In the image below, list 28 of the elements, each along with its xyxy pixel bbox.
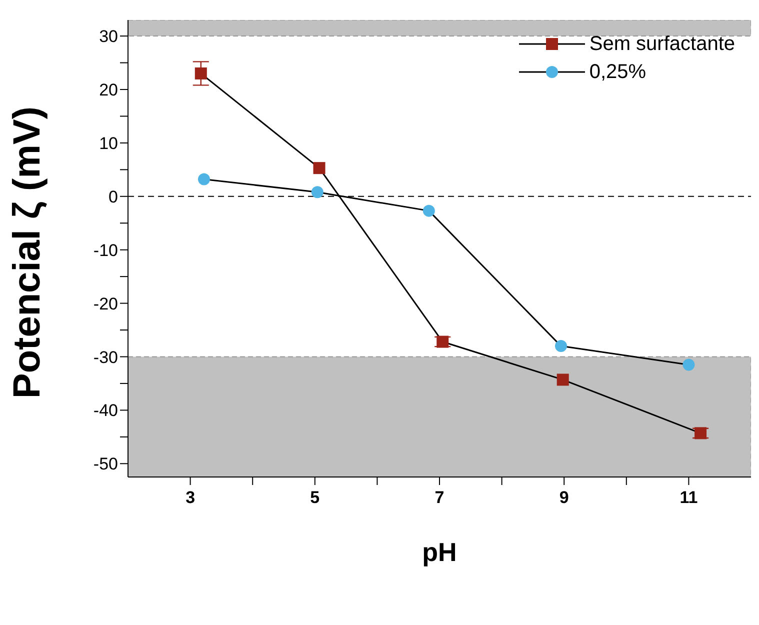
x-tick-label: 7 bbox=[434, 488, 444, 507]
x-axis-title: pH bbox=[422, 537, 457, 567]
x-tick-label: 3 bbox=[186, 488, 196, 507]
point bbox=[198, 173, 210, 186]
legend-label: Sem surfactante bbox=[589, 32, 735, 56]
y-tick-label: 10 bbox=[99, 134, 118, 153]
x-tick-label: 5 bbox=[310, 488, 320, 507]
y-tick-label: -20 bbox=[93, 294, 118, 314]
legend-label: 0,25% bbox=[589, 60, 646, 84]
y-tick-label: -30 bbox=[93, 348, 118, 367]
y-tick-label: 20 bbox=[99, 80, 118, 100]
point bbox=[682, 358, 695, 371]
y-axis-title: Potencial ζ (mV) bbox=[6, 106, 48, 398]
point bbox=[313, 162, 326, 174]
x-tick-label: 11 bbox=[680, 488, 698, 507]
y-tick-label: 0 bbox=[108, 187, 118, 206]
y-tick-label: -10 bbox=[93, 240, 118, 260]
point bbox=[694, 427, 707, 440]
x-tick-label: 9 bbox=[559, 488, 569, 507]
y-tick-label: -40 bbox=[93, 401, 118, 420]
point bbox=[194, 67, 207, 80]
point bbox=[422, 204, 435, 217]
point bbox=[436, 336, 449, 348]
point bbox=[554, 340, 567, 352]
point bbox=[556, 374, 569, 386]
y-tick-label: -50 bbox=[93, 454, 118, 474]
point bbox=[311, 186, 324, 198]
y-tick-label: 30 bbox=[99, 27, 118, 46]
